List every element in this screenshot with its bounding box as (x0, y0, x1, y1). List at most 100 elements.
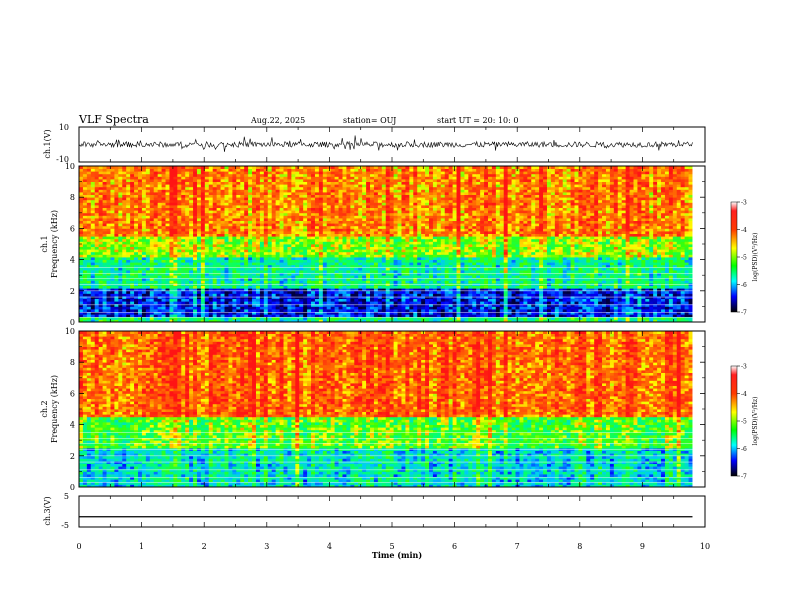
spectrogram-cell (358, 270, 362, 273)
spectrogram-cell (260, 262, 264, 265)
spectrogram-cell (689, 260, 693, 263)
spectrogram-cell (582, 254, 586, 257)
spectrogram-cell (445, 306, 449, 309)
spectrogram-cell (366, 286, 370, 289)
spectrogram-cell (177, 247, 181, 250)
spectrogram-cell (626, 267, 630, 270)
spectrogram-cell (637, 280, 641, 283)
spectrogram-cell (134, 291, 138, 294)
spectrogram-cell (146, 267, 150, 270)
spectrogram-cell (158, 270, 162, 273)
spectrogram-cell (685, 304, 689, 307)
spectrogram-cell (590, 249, 594, 252)
spectrogram-cell (142, 280, 146, 283)
spectrogram-cell (122, 239, 126, 242)
spectrogram-cell (87, 293, 91, 296)
spectrogram-cell (232, 270, 236, 273)
spectrogram-cell (287, 239, 291, 242)
spectrogram-cell (272, 286, 276, 289)
spectrogram-cell (453, 309, 457, 312)
spectrogram-cell (185, 314, 189, 317)
spectrogram-cell (225, 252, 229, 255)
spectrogram-cell (177, 270, 181, 273)
spectrogram-cell (445, 309, 449, 312)
spectrogram-cell (87, 314, 91, 317)
spectrogram-cell (287, 280, 291, 283)
spectrogram-cell (492, 296, 496, 299)
spectrogram-cell (480, 309, 484, 312)
spectrogram-cell (205, 291, 209, 294)
spectrogram-cell (610, 280, 614, 283)
spectrogram-cell (201, 273, 205, 276)
spectrogram-cell (138, 270, 142, 273)
spectrogram-cell (99, 291, 103, 294)
spectrogram-cell (626, 306, 630, 309)
spectrogram-cell (535, 286, 539, 289)
spectrogram-cell (150, 299, 154, 302)
spectrogram-cell (217, 301, 221, 304)
spectrogram-cell (311, 262, 315, 265)
spectrogram-cell (268, 291, 272, 294)
spectrogram-cell (142, 306, 146, 309)
spectrogram-cell (146, 241, 150, 244)
spectrogram-cell (311, 301, 315, 304)
spectrogram-cell (665, 241, 669, 244)
spectrogram-cell (335, 257, 339, 260)
spectrogram-cell (669, 275, 673, 278)
spectrogram-cell (256, 312, 260, 315)
spectrogram-cell (453, 247, 457, 250)
spectrogram-cell (437, 257, 441, 260)
spectrogram-cell (358, 239, 362, 242)
spectrogram-cell (516, 239, 520, 242)
spectrogram-cell (586, 257, 590, 260)
spectrogram-cell (83, 314, 87, 317)
spectrogram-cell (394, 262, 398, 265)
spectrogram-cell (225, 247, 229, 250)
spectrogram-cell (358, 299, 362, 302)
spectrogram-cell (276, 304, 280, 307)
spectrogram-cell (429, 291, 433, 294)
spectrogram-cell (299, 280, 303, 283)
spectrogram-cell (114, 267, 118, 270)
spectrogram-cell (91, 270, 95, 273)
spectrogram-cell (523, 286, 527, 289)
spectrogram-cell (79, 280, 83, 283)
spectrogram-cell (567, 249, 571, 252)
spectrogram-cell (441, 260, 445, 263)
spectrogram-cell (500, 249, 504, 252)
spectrogram-cell (618, 275, 622, 278)
spectrogram-cell (492, 309, 496, 312)
spectrogram-cell (622, 244, 626, 247)
spectrogram-cell (394, 286, 398, 289)
spectrogram-cell (610, 291, 614, 294)
spectrogram-cell (95, 239, 99, 242)
spectrogram-cell (118, 249, 122, 252)
spectrogram-cell (429, 309, 433, 312)
spectrogram-cell (185, 257, 189, 260)
spectrogram-cell (276, 314, 280, 317)
spectrogram-cell (689, 262, 693, 265)
spectrogram-cell (185, 304, 189, 307)
spectrogram-cell (378, 249, 382, 252)
spectrogram-cell (685, 312, 689, 315)
spectrogram-cell (236, 260, 240, 263)
spectrogram-cell (79, 291, 83, 294)
spectrogram-cell (476, 267, 480, 270)
spectrogram-cell (126, 249, 130, 252)
spectrogram-cell (610, 293, 614, 296)
spectrogram-cell (197, 273, 201, 276)
spectrogram-cell (630, 291, 634, 294)
spectrogram-cell (95, 247, 99, 250)
spectrogram-cell (563, 270, 567, 273)
spectrogram-cell (398, 262, 402, 265)
spectrogram-cell (150, 262, 154, 265)
spectrogram-cell (173, 275, 177, 278)
spectrogram-cell (323, 306, 327, 309)
spectrogram-cell (582, 280, 586, 283)
spectrogram-cell (268, 299, 272, 302)
spectrogram-cell (91, 299, 95, 302)
spectrogram-cell (142, 247, 146, 250)
spectrogram-cell (205, 293, 209, 296)
spectrogram-cell (555, 296, 559, 299)
spectrogram-cell (315, 304, 319, 307)
